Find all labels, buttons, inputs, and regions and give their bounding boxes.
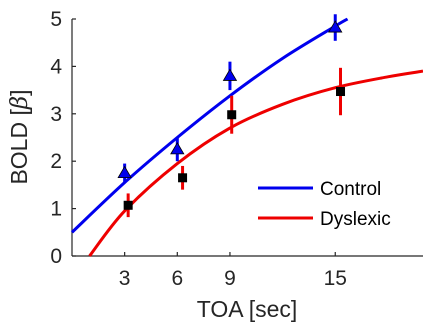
data-point-control <box>328 20 343 33</box>
data-point-dyslexic <box>336 87 346 97</box>
x-tick-label: 9 <box>224 267 236 290</box>
ticks: 3 6 9 15 0 1 2 3 4 5 <box>50 8 347 290</box>
y-tick-label: 4 <box>50 55 62 78</box>
data-point-dyslexic <box>178 173 188 183</box>
legend: Control Dyslexic <box>251 172 421 236</box>
y-tick-label: 5 <box>50 8 62 31</box>
legend-label-dyslexic: Dyslexic <box>320 209 391 230</box>
axes <box>71 19 423 257</box>
legend-label-control: Control <box>320 179 381 200</box>
y-axis-title-symbol: β <box>7 96 33 110</box>
y-axis-title: BOLD [β] <box>6 89 33 184</box>
data-points <box>117 14 346 218</box>
y-axis-title-text: BOLD [ <box>6 109 32 185</box>
y-tick-label: 0 <box>50 245 62 268</box>
x-tick-label: 15 <box>324 267 347 290</box>
data-point-control <box>117 165 132 179</box>
y-tick-label: 2 <box>50 150 62 173</box>
y-tick-label: 3 <box>50 103 62 126</box>
data-point-dyslexic <box>227 110 237 120</box>
data-point-control <box>170 142 185 155</box>
data-point-dyslexic <box>123 200 133 210</box>
y-axis-title-close: ] <box>6 89 32 95</box>
x-tick-label: 3 <box>119 267 131 290</box>
data-point-control <box>222 68 238 81</box>
y-tick-label: 1 <box>50 198 62 221</box>
legend-box <box>251 172 421 236</box>
x-tick-label: 6 <box>171 267 183 290</box>
x-axis-title: TOA [sec] <box>197 296 298 322</box>
